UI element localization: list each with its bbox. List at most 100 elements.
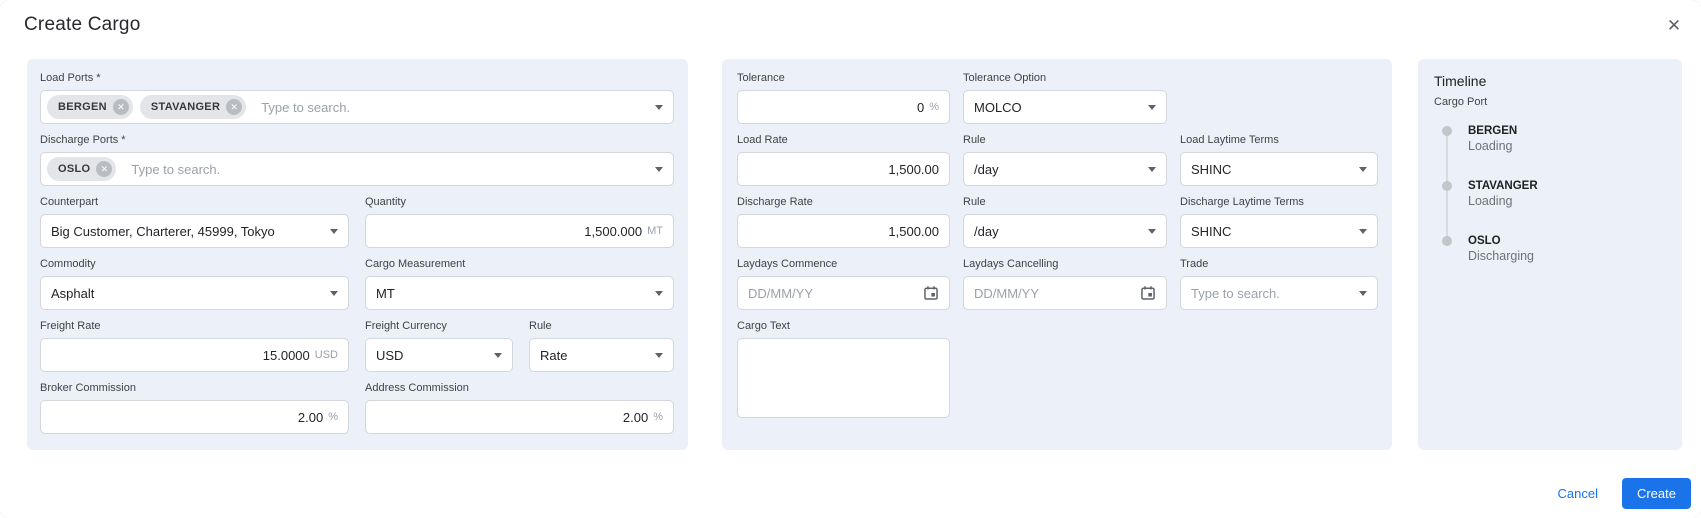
tolerance-field: % (737, 90, 950, 124)
quantity-label: Quantity (365, 196, 406, 208)
tolerance-option-label: Tolerance Option (963, 72, 1047, 84)
timeline-dot-icon (1442, 181, 1452, 191)
commodity-select[interactable]: Asphalt (40, 276, 349, 310)
trade-placeholder: Type to search. (1191, 285, 1280, 301)
chip-label: STAVANGER (150, 101, 221, 113)
chevron-down-icon (1148, 228, 1156, 234)
counterpart-label: Counterpart (40, 196, 99, 208)
timeline-port: OSLO (1468, 235, 1501, 247)
chevron-down-icon (655, 290, 663, 296)
address-commission-label: Address Commission (365, 382, 469, 394)
load-laytime-terms-select[interactable]: SHINC (1180, 152, 1378, 186)
page-title: Create Cargo (24, 14, 141, 35)
timeline-subtitle: Cargo Port (1434, 96, 1488, 108)
broker-commission-label: Broker Commission (40, 382, 136, 394)
freight-currency-label: Freight Currency (365, 320, 447, 332)
freight-rule-select[interactable]: Rate (529, 338, 674, 372)
laydays-cancelling-field (963, 276, 1167, 310)
freight-rate-currency-suffix: USD (314, 349, 338, 361)
chevron-down-icon[interactable] (655, 104, 663, 110)
load-rate-input[interactable] (748, 161, 939, 177)
freight-currency-value: USD (376, 347, 404, 363)
load-laytime-terms-label: Load Laytime Terms (1180, 134, 1279, 146)
commodity-value: Asphalt (51, 285, 95, 301)
dialog-footer: Cancel Create (1544, 478, 1691, 509)
chevron-down-icon (1148, 166, 1156, 172)
counterpart-select[interactable]: Big Customer, Charterer, 45999, Tokyo (40, 214, 349, 248)
timeline-list: BERGEN Loading STAVANGER Loading OSLO Di… (1434, 124, 1666, 264)
cargo-measurement-label: Cargo Measurement (365, 258, 466, 270)
tolerance-suffix: % (929, 101, 939, 113)
tolerance-option-value: MOLCO (974, 99, 1022, 115)
load-rule-select[interactable]: /day (963, 152, 1167, 186)
create-button[interactable]: Create (1621, 478, 1691, 509)
freight-currency-select[interactable]: USD (365, 338, 513, 372)
load-port-chip: STAVANGER ✕ (139, 95, 247, 119)
broker-commission-input[interactable] (51, 409, 324, 425)
cargo-measurement-value: MT (376, 285, 395, 301)
chevron-down-icon (330, 290, 338, 296)
timeline-activity: Loading (1468, 194, 1513, 208)
timeline-port: STAVANGER (1468, 180, 1538, 192)
remove-chip-icon[interactable]: ✕ (226, 99, 243, 115)
broker-commission-suffix: % (328, 411, 338, 423)
remove-chip-icon[interactable]: ✕ (112, 99, 129, 115)
close-icon[interactable]: ✕ (1666, 16, 1682, 35)
freight-rate-input[interactable] (51, 347, 310, 363)
cargo-text-field (737, 338, 950, 418)
chevron-down-icon (1359, 228, 1367, 234)
chevron-down-icon[interactable] (655, 166, 663, 172)
calendar-icon[interactable] (923, 285, 939, 301)
discharge-rate-label: Discharge Rate (737, 196, 813, 208)
discharge-ports-multiselect[interactable]: OSLO ✕ Type to search. (40, 152, 674, 186)
counterpart-value: Big Customer, Charterer, 45999, Tokyo (51, 223, 275, 239)
load-rate-field (737, 152, 950, 186)
trade-search-select[interactable]: Type to search. (1180, 276, 1378, 310)
discharge-rule-select[interactable]: /day (963, 214, 1167, 248)
discharge-port-chip: OSLO ✕ (47, 157, 117, 181)
timeline-dot-icon (1442, 236, 1452, 246)
address-commission-field: % (365, 400, 674, 434)
load-ports-placeholder[interactable]: Type to search. (261, 99, 351, 115)
discharge-laytime-terms-select[interactable]: SHINC (1180, 214, 1378, 248)
cargo-details-panel: Load Ports * BERGEN ✕ STAVANGER ✕ Type t… (27, 59, 688, 450)
freight-rate-field: USD (40, 338, 349, 372)
load-rate-label: Load Rate (737, 134, 788, 146)
load-laytime-terms-value: SHINC (1191, 161, 1232, 177)
freight-rate-label: Freight Rate (40, 320, 101, 332)
quantity-unit-suffix: MT (647, 225, 663, 237)
tolerance-input[interactable] (748, 99, 925, 115)
commodity-label: Commodity (40, 258, 96, 270)
broker-commission-field: % (40, 400, 349, 434)
cargo-text-input[interactable] (738, 339, 949, 417)
timeline-activity: Discharging (1468, 249, 1535, 263)
tolerance-label: Tolerance (737, 72, 785, 84)
address-commission-input[interactable] (376, 409, 649, 425)
freight-rule-value: Rate (540, 347, 568, 363)
discharge-ports-placeholder[interactable]: Type to search. (131, 161, 221, 177)
laydays-commence-field (737, 276, 950, 310)
freight-rule-label: Rule (529, 320, 552, 332)
chip-label: BERGEN (58, 101, 107, 113)
chevron-down-icon (655, 352, 663, 358)
remove-chip-icon[interactable]: ✕ (96, 161, 113, 177)
laydays-commence-input[interactable] (748, 285, 917, 301)
timeline-panel: Timeline Cargo Port BERGEN Loading STAVA… (1418, 59, 1682, 450)
load-port-chip: BERGEN ✕ (47, 95, 133, 119)
discharge-rate-input[interactable] (748, 223, 939, 239)
discharge-rule-label: Rule (963, 196, 986, 208)
timeline-dot-icon (1442, 126, 1452, 136)
chevron-down-icon (494, 352, 502, 358)
timeline-activity: Loading (1468, 139, 1513, 153)
timeline-item: STAVANGER Loading (1442, 179, 1666, 209)
quantity-input[interactable] (376, 223, 643, 239)
cargo-measurement-select[interactable]: MT (365, 276, 674, 310)
tolerance-option-select[interactable]: MOLCO (963, 90, 1167, 124)
laydays-cancelling-input[interactable] (974, 285, 1134, 301)
load-ports-multiselect[interactable]: BERGEN ✕ STAVANGER ✕ Type to search. (40, 90, 674, 124)
rates-laytime-panel: Tolerance % Tolerance Option MOLCO Load … (722, 59, 1392, 450)
load-ports-label: Load Ports * (40, 72, 101, 84)
calendar-icon[interactable] (1140, 285, 1156, 301)
load-rule-value: /day (974, 161, 999, 177)
cancel-button[interactable]: Cancel (1557, 486, 1598, 501)
